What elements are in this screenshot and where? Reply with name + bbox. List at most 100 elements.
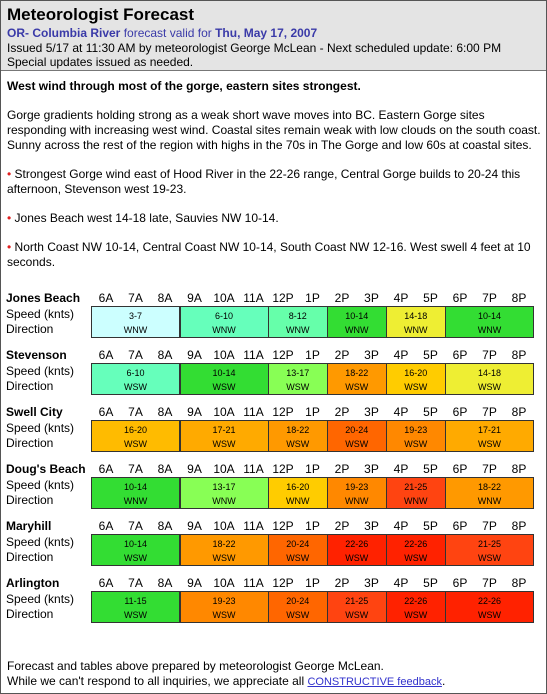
station-name: Jones Beach	[6, 291, 81, 305]
speed: 8-12	[288, 311, 307, 321]
forecast-cell: 10-14 WSW	[179, 363, 269, 395]
direction: WSW	[404, 439, 428, 449]
speed: 18-22	[212, 539, 236, 549]
forecast-cell: 21-25 WSW	[445, 534, 534, 566]
valid-line: OR- Columbia River forecast valid for Th…	[7, 26, 317, 41]
hour-label: 8A	[157, 462, 173, 476]
hour-label: 4P	[393, 576, 409, 590]
feedback-link[interactable]: CONSTRUCTIVE feedback	[307, 676, 442, 688]
hour-label: 5P	[423, 462, 438, 476]
hour-label: 7P	[482, 405, 497, 419]
speed: 17-21	[212, 425, 236, 435]
direction: WNW	[404, 325, 428, 335]
direction: WNW	[404, 496, 428, 506]
row-label: Direction	[6, 550, 54, 564]
hour-label: 2P	[334, 462, 350, 476]
forecast-cell: 8-12 WNW	[268, 306, 328, 338]
speed: 22-26	[404, 539, 428, 549]
bullet: • Strongest Gorge wind east of Hood Rive…	[7, 167, 521, 196]
direction: WSW	[212, 610, 236, 620]
direction: WNW	[212, 496, 236, 506]
forecast-cell: 19-23 WSW	[386, 420, 446, 452]
direction: WSW	[286, 439, 310, 449]
forecast-cell: 17-21 WSW	[179, 420, 269, 452]
hour-label: 5P	[423, 348, 438, 362]
valid-date: Thu, May 17, 2007	[215, 26, 318, 40]
speed: 19-23	[212, 596, 236, 606]
hour-label: 6A	[98, 462, 114, 476]
hour-label: 8A	[157, 576, 173, 590]
direction: WSW	[212, 553, 236, 563]
forecast-cell: 10-14 WSW	[91, 534, 180, 566]
station-name: Maryhill	[6, 519, 52, 533]
direction: WSW	[345, 382, 369, 392]
hour-label: 6A	[98, 291, 114, 305]
bullet: • North Coast NW 10-14, Central Coast NW…	[7, 240, 531, 269]
hour-label: 7A	[128, 348, 143, 362]
forecast-cell: 18-22 WSW	[179, 534, 269, 566]
direction: WNW	[123, 325, 148, 335]
row-label: Speed (knts)	[6, 478, 75, 492]
speed: 10-14	[477, 311, 502, 321]
hour-label: 6P	[452, 348, 468, 362]
hour-label: 4P	[393, 519, 409, 533]
forecast-cell: 10-14 WNW	[445, 306, 534, 338]
hour-label: 9A	[187, 576, 202, 590]
speed: 21-25	[477, 539, 502, 549]
hour-label: 2P	[334, 576, 350, 590]
forecast-cell: 10-14 WNW	[91, 477, 180, 509]
hour-label: 8A	[157, 519, 173, 533]
hour-label: 8P	[511, 348, 527, 362]
hour-label: 6P	[452, 576, 468, 590]
hour-label: 11A	[243, 405, 264, 419]
hour-label: 6P	[452, 291, 468, 305]
hour-label: 1P	[305, 348, 320, 362]
forecast-cell: 14-18 WSW	[445, 363, 534, 395]
hour-label: 10A	[213, 519, 235, 533]
speed: 18-22	[477, 482, 502, 492]
hour-label: 7P	[482, 519, 497, 533]
row-label: Speed (knts)	[6, 364, 75, 378]
bullet-text: Jones Beach west 14-18 late, Sauvies NW …	[14, 211, 279, 225]
hour-label: 6A	[98, 519, 114, 533]
hour-label: 9A	[187, 462, 202, 476]
hour-label: 7A	[128, 291, 143, 305]
hour-label: 1P	[305, 519, 320, 533]
hour-label: 7P	[482, 576, 497, 590]
hour-label: 8P	[511, 519, 527, 533]
speed: 10-14	[123, 539, 148, 549]
speed: 10-14	[345, 311, 369, 321]
forecast-cell: 22-26 WSW	[327, 534, 387, 566]
direction: WSW	[212, 382, 236, 392]
direction: WSW	[124, 439, 147, 449]
hour-label: 11A	[243, 291, 264, 305]
speed: 21-25	[345, 596, 369, 606]
row-label: Direction	[6, 493, 54, 507]
row-label: Direction	[6, 379, 54, 393]
hour-label: 8P	[511, 576, 527, 590]
hour-label: 7A	[128, 519, 143, 533]
speed: 22-26	[477, 596, 502, 606]
speed: 16-20	[404, 368, 428, 378]
forecast-cell: 17-21 WSW	[445, 420, 534, 452]
hour-label: 12P	[272, 405, 294, 419]
hour-label: 9A	[187, 291, 202, 305]
direction: WSW	[404, 553, 428, 563]
row-label: Speed (knts)	[6, 535, 75, 549]
hour-label: 11A	[243, 519, 264, 533]
direction: WSW	[124, 553, 147, 563]
forecast-cell: 20-24 WSW	[268, 534, 328, 566]
direction: WNW	[477, 496, 502, 506]
speed: 16-20	[123, 425, 148, 435]
speed: 20-24	[286, 596, 310, 606]
forecast-cell: 10-14 WNW	[327, 306, 387, 338]
hour-label: 7A	[128, 576, 143, 590]
station-name: Stevenson	[6, 348, 67, 362]
hour-label: 3P	[364, 519, 379, 533]
forecast-cell: 22-26 WSW	[445, 591, 534, 623]
hour-label: 12P	[272, 291, 294, 305]
paragraph: Gorge gradients holding strong as a weak…	[7, 108, 541, 152]
direction: WSW	[478, 439, 501, 449]
hour-label: 5P	[423, 405, 438, 419]
